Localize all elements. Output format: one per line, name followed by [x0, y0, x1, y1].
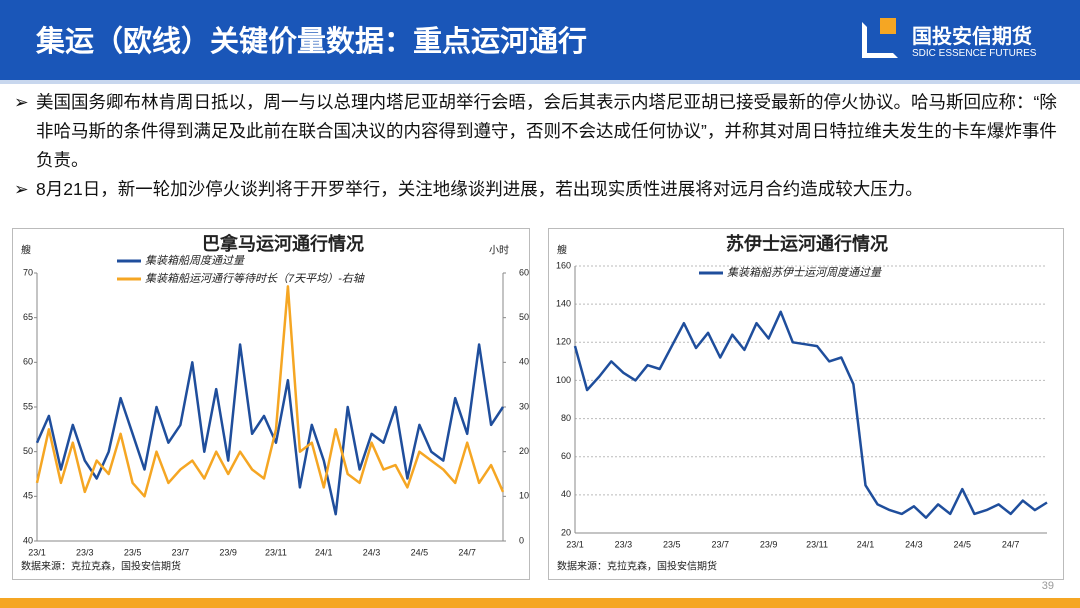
y-axis-label: 艘: [557, 244, 567, 257]
x-tick-label: 23/3: [615, 539, 633, 549]
y-tick-label: 55: [23, 401, 33, 411]
y-tick-label: 80: [561, 413, 571, 423]
y2-tick-label: 40: [519, 357, 529, 367]
bullet: 美国国务卿布林肯周日抵以，周一与以总理内塔尼亚胡举行会晤，会后其表示内塔尼亚胡已…: [14, 88, 1064, 175]
y-tick-label: 60: [561, 451, 571, 461]
x-tick-label: 23/11: [265, 547, 287, 557]
bullet-list: 美国国务卿布林肯周日抵以，周一与以总理内塔尼亚胡举行会晤，会后其表示内塔尼亚胡已…: [14, 88, 1064, 204]
y-tick-label: 65: [23, 312, 33, 322]
series-line: [35, 285, 505, 498]
x-tick-label: 24/3: [905, 539, 923, 549]
y-tick-label: 20: [561, 527, 571, 537]
y2-tick-label: 20: [519, 446, 529, 456]
header-bar: 集运（欧线）关键价量数据：重点运河通行 国投安信期货 SDIC ESSENCE …: [0, 0, 1080, 84]
x-tick-label: 24/5: [411, 547, 429, 557]
y-tick-label: 40: [561, 489, 571, 499]
x-tick-label: 24/1: [857, 539, 875, 549]
x-tick-label: 24/1: [315, 547, 333, 557]
y-tick-label: 160: [556, 260, 571, 270]
x-tick-label: 23/9: [760, 539, 778, 549]
y2-axis-label: 小时: [489, 245, 509, 257]
x-tick-label: 24/7: [458, 547, 476, 557]
y2-tick-label: 0: [519, 535, 524, 545]
y-axis-label: 艘: [21, 244, 31, 257]
x-tick-label: 23/3: [76, 547, 94, 557]
chart-title: 苏伊士运河通行情况: [726, 233, 888, 254]
x-tick-label: 24/5: [954, 539, 972, 549]
x-tick-label: 23/5: [124, 547, 142, 557]
legend-label: 集装箱船运河通行等待时长（7天平均）-右轴: [145, 272, 365, 285]
x-tick-label: 23/7: [172, 547, 190, 557]
y2-tick-label: 10: [519, 491, 529, 501]
legend-label: 集装箱船周度通过量: [145, 254, 245, 267]
page-number: 39: [1041, 580, 1054, 592]
logo-en: SDIC ESSENCE FUTURES: [912, 48, 1037, 59]
slide-title: 集运（欧线）关键价量数据：重点运河通行: [36, 26, 588, 58]
legend-label: 集装箱船苏伊士运河周度通过量: [727, 266, 882, 279]
y2-tick-label: 30: [519, 401, 529, 411]
y-tick-label: 50: [23, 446, 33, 456]
series-line: [573, 310, 1048, 519]
x-tick-label: 23/9: [219, 547, 237, 557]
y2-tick-label: 60: [519, 267, 529, 277]
logo-cn: 国投安信期货: [912, 26, 1032, 48]
y-tick-label: 70: [23, 267, 33, 277]
bullet: 8月21日，新一轮加沙停火谈判将于开罗举行，关注地缘谈判进展，若出现实质性进展将…: [14, 175, 1064, 204]
y-tick-label: 100: [556, 375, 571, 385]
y-tick-label: 40: [23, 535, 33, 545]
logo: 国投安信期货 SDIC ESSENCE FUTURES: [862, 18, 1062, 66]
footer-bar: [0, 598, 1080, 608]
source-note: 数据来源：克拉克森，国投安信期货: [557, 560, 717, 573]
x-tick-label: 23/1: [566, 539, 584, 549]
y-tick-label: 45: [23, 491, 33, 501]
y-tick-label: 140: [556, 299, 571, 309]
x-tick-label: 23/5: [663, 539, 681, 549]
series-line: [35, 343, 505, 516]
x-tick-label: 23/7: [711, 539, 729, 549]
y-tick-label: 60: [23, 357, 33, 367]
source-note: 数据来源：克拉克森，国投安信期货: [21, 560, 181, 573]
x-tick-label: 24/3: [363, 547, 381, 557]
chart-title: 巴拿马运河通行情况: [202, 233, 364, 254]
x-tick-label: 23/1: [28, 547, 46, 557]
y-tick-label: 120: [556, 337, 571, 347]
x-tick-label: 23/11: [806, 539, 828, 549]
x-tick-label: 24/7: [1002, 539, 1020, 549]
y2-tick-label: 50: [519, 312, 529, 322]
